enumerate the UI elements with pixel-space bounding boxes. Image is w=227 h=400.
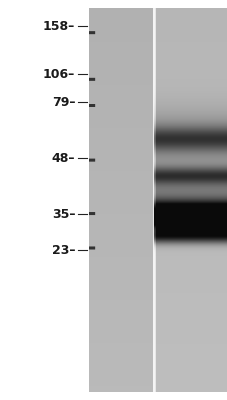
Text: 106–: 106– bbox=[43, 68, 75, 80]
Text: 158–: 158– bbox=[43, 20, 75, 32]
Text: 35–: 35– bbox=[52, 208, 75, 220]
FancyBboxPatch shape bbox=[0, 0, 89, 400]
Text: 23–: 23– bbox=[52, 244, 75, 256]
Text: 48–: 48– bbox=[52, 152, 75, 164]
Text: 79–: 79– bbox=[52, 96, 75, 108]
